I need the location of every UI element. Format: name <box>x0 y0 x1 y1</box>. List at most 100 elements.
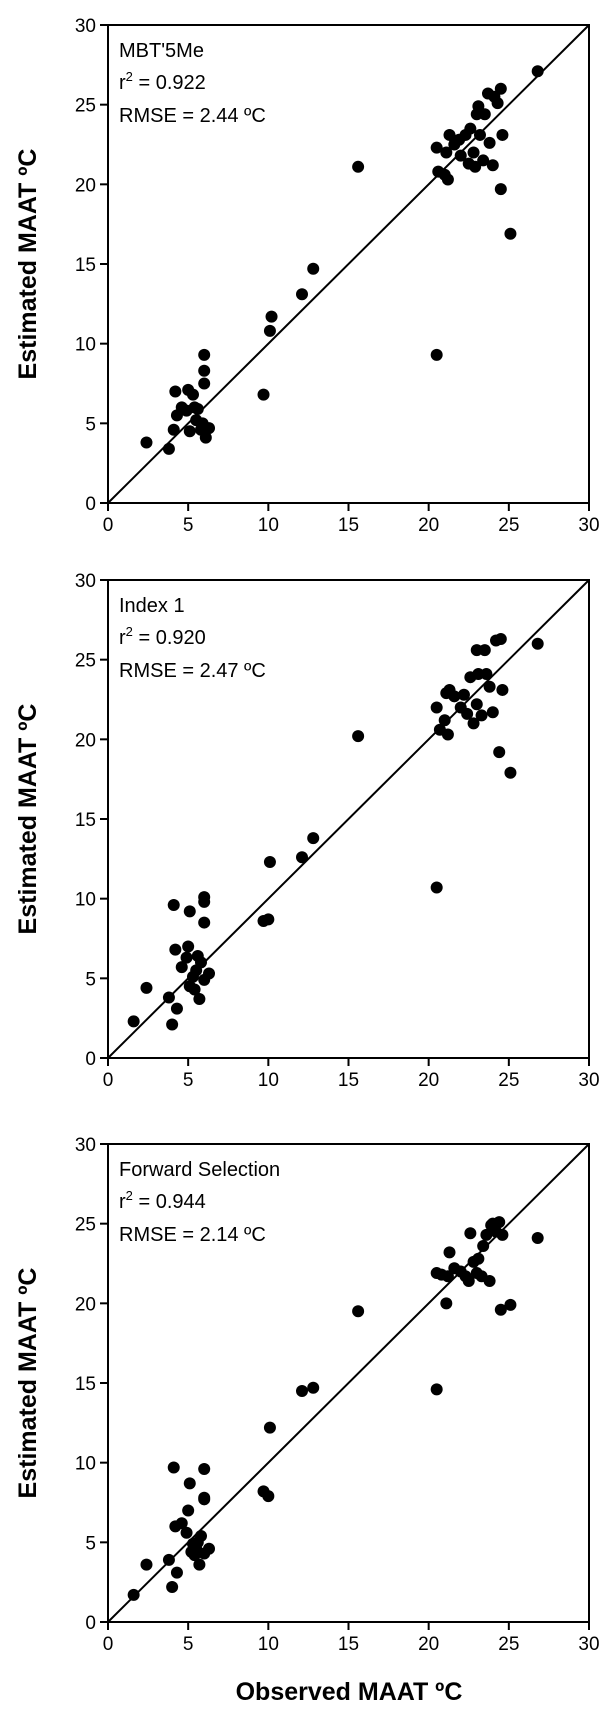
y-tick-label: 15 <box>75 255 96 276</box>
tick-group: 0 5 10 15 20 25 30 0 5 10 15 20 25 30 <box>75 571 600 1091</box>
data-point <box>467 146 480 159</box>
y-tick-label: 15 <box>75 1374 96 1395</box>
data-point <box>443 128 456 141</box>
data-point <box>352 1305 365 1318</box>
data-point <box>441 728 454 741</box>
data-point <box>127 1015 140 1028</box>
data-point <box>194 956 207 969</box>
one-to-one-line <box>107 24 590 504</box>
data-point <box>167 423 180 436</box>
data-point <box>478 644 491 657</box>
x-tick-label: 30 <box>578 1070 599 1091</box>
data-point <box>198 1463 211 1476</box>
data-point <box>504 1298 517 1311</box>
data-point <box>461 707 474 720</box>
data-point <box>296 288 309 301</box>
y-tick-label: 20 <box>75 1294 96 1315</box>
data-point <box>454 149 467 162</box>
x-tick-label: 25 <box>498 1070 519 1091</box>
y-axis-title: Estimated MAAT ºC <box>14 149 42 380</box>
data-point <box>464 122 477 135</box>
data-point <box>263 324 276 337</box>
r-squared-text: r2 = 0.944 <box>119 1188 206 1213</box>
data-point <box>470 698 483 711</box>
rmse-text: RMSE = 2.44 ºC <box>119 105 266 127</box>
data-point <box>262 1490 275 1503</box>
rmse-text: RMSE = 2.47 ºC <box>119 660 266 682</box>
data-point <box>198 377 211 390</box>
point-group <box>140 65 544 455</box>
panel-label: Forward Selection <box>119 1159 280 1181</box>
tick-group: 0 5 10 15 20 25 30 0 5 10 15 20 25 30 <box>75 1135 600 1655</box>
data-point <box>186 388 199 401</box>
y-tick-label: 0 <box>85 1613 96 1634</box>
y-tick-label: 20 <box>75 175 96 196</box>
x-tick-label: 0 <box>103 1634 114 1655</box>
data-point <box>462 1275 475 1288</box>
data-point <box>486 159 499 172</box>
y-tick-label: 10 <box>75 890 96 911</box>
data-point <box>472 100 485 113</box>
y-tick-label: 15 <box>75 810 96 831</box>
x-tick-label: 5 <box>183 515 194 536</box>
x-tick-label: 20 <box>418 515 439 536</box>
data-point <box>352 730 365 743</box>
data-point <box>440 146 453 159</box>
data-point <box>486 706 499 719</box>
one-to-one-line <box>107 579 590 1059</box>
data-point <box>175 1517 188 1530</box>
y-tick-label: 30 <box>75 16 96 37</box>
data-point <box>167 1461 180 1474</box>
panel-label: MBT'5Me <box>119 40 204 62</box>
data-point <box>494 632 507 645</box>
data-point <box>475 709 488 722</box>
data-point <box>194 1529 207 1542</box>
data-point <box>140 1558 153 1571</box>
y-tick-label: 5 <box>85 414 96 435</box>
y-tick-label: 30 <box>75 1135 96 1156</box>
data-point <box>443 1246 456 1259</box>
data-point <box>198 916 211 929</box>
data-point <box>477 1239 490 1252</box>
data-point <box>531 1232 544 1245</box>
y-tick-label: 0 <box>85 494 96 515</box>
x-tick-label: 10 <box>258 1634 279 1655</box>
data-point <box>430 881 443 894</box>
y-tick-label: 20 <box>75 730 96 751</box>
data-point <box>457 688 470 701</box>
data-point <box>198 895 211 908</box>
data-point <box>166 1018 179 1031</box>
data-point <box>504 227 517 240</box>
panel-index-1: 0 5 10 15 20 25 30 0 5 10 15 20 25 30 Index 1 r2 = 0.… <box>14 571 600 1091</box>
data-point <box>170 1002 183 1015</box>
data-point <box>494 82 507 95</box>
rmse-text: RMSE = 2.14 ºC <box>119 1224 266 1246</box>
data-point <box>203 1542 216 1555</box>
x-tick-label: 20 <box>418 1634 439 1655</box>
data-point <box>263 856 276 869</box>
data-point <box>496 683 509 696</box>
data-point <box>430 701 443 714</box>
data-point <box>140 981 153 994</box>
x-tick-label: 20 <box>418 1070 439 1091</box>
data-point <box>166 1580 179 1593</box>
data-point <box>180 1526 193 1539</box>
data-point <box>296 1384 309 1397</box>
panel-mbt5me: 0 5 10 15 20 25 30 0 5 10 15 20 25 30 MBT'5Me r2 = 0.… <box>14 16 600 536</box>
data-point <box>296 851 309 864</box>
data-point <box>162 1553 175 1566</box>
data-point <box>307 262 320 275</box>
x-tick-label: 25 <box>498 1634 519 1655</box>
data-point <box>203 422 216 435</box>
x-tick-label: 0 <box>103 1070 114 1091</box>
x-tick-label: 30 <box>578 515 599 536</box>
y-tick-label: 0 <box>85 1049 96 1070</box>
x-tick-label: 5 <box>183 1634 194 1655</box>
data-point <box>198 364 211 377</box>
point-group <box>127 1216 544 1601</box>
data-point <box>182 940 195 953</box>
data-point <box>483 136 496 149</box>
x-tick-label: 30 <box>578 1634 599 1655</box>
data-point <box>352 160 365 173</box>
data-point <box>183 1477 196 1490</box>
